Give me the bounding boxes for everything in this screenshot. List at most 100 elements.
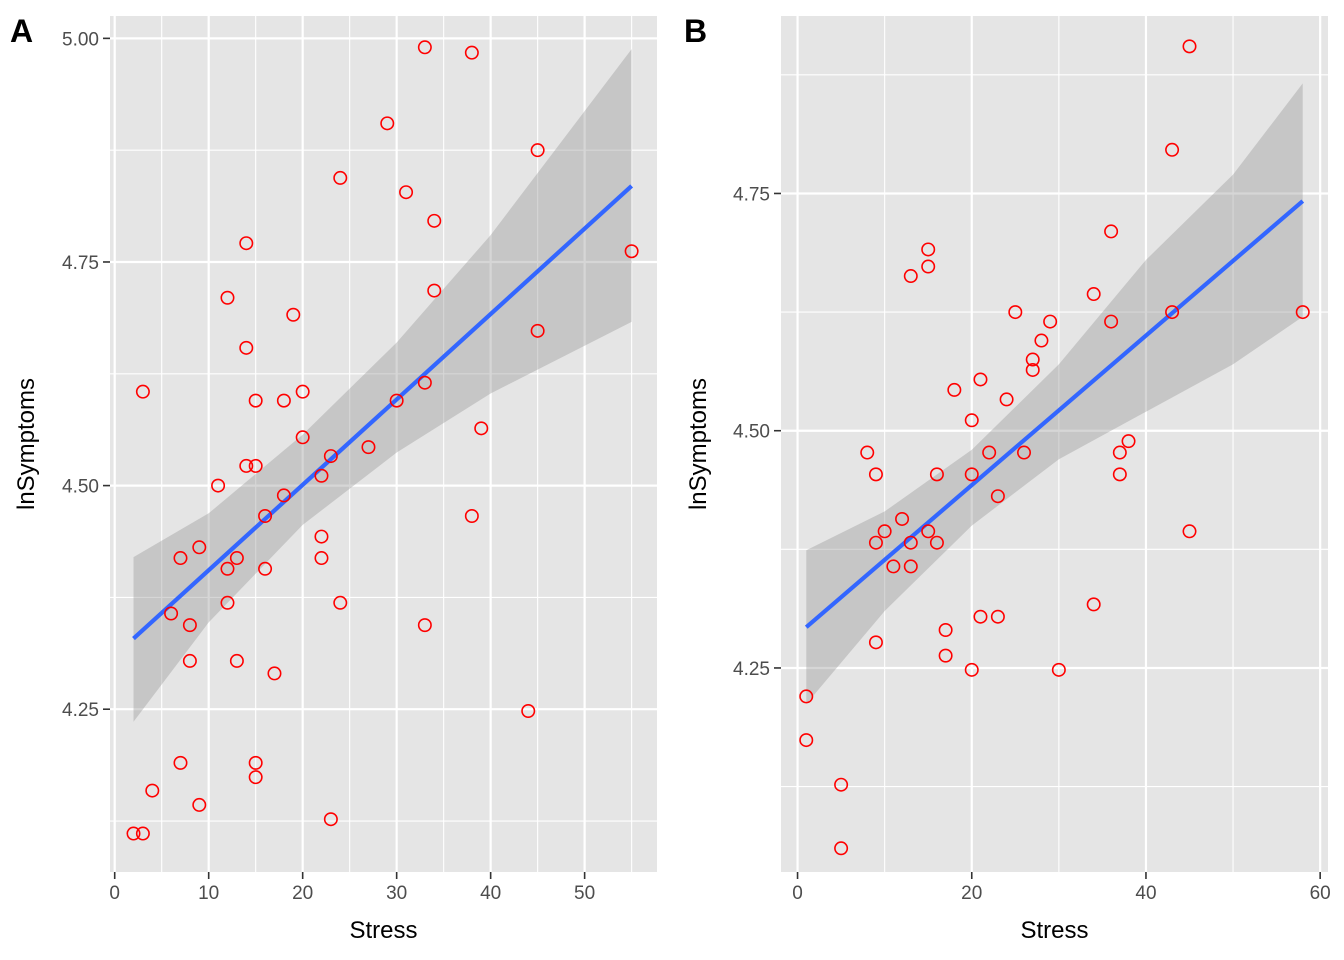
panel-tag: A bbox=[10, 13, 33, 49]
y-tick-label: 4.25 bbox=[733, 659, 770, 680]
data-point bbox=[929, 467, 944, 482]
data-point bbox=[1182, 524, 1197, 539]
data-point bbox=[417, 40, 432, 55]
data-point bbox=[314, 468, 329, 483]
x-tick-label: 30 bbox=[386, 883, 407, 904]
x-axis-title: Stress bbox=[349, 917, 417, 944]
data-point bbox=[973, 372, 988, 387]
data-point bbox=[1165, 305, 1180, 320]
data-point bbox=[248, 458, 263, 473]
data-point bbox=[799, 733, 814, 748]
data-point bbox=[1086, 597, 1101, 612]
data-point bbox=[834, 777, 849, 792]
data-point bbox=[1025, 352, 1040, 367]
data-point bbox=[361, 440, 376, 455]
data-point bbox=[929, 535, 944, 550]
data-point bbox=[380, 116, 395, 131]
data-point bbox=[417, 618, 432, 633]
data-point bbox=[1104, 224, 1119, 239]
data-point bbox=[173, 755, 188, 770]
regression-line bbox=[804, 199, 1305, 629]
data-point bbox=[145, 783, 160, 798]
data-point bbox=[220, 561, 235, 576]
data-point bbox=[990, 489, 1005, 504]
y-tick-label: 4.75 bbox=[733, 184, 770, 205]
data-point bbox=[417, 375, 432, 390]
data-point bbox=[239, 340, 254, 355]
y-axis-title: lnSymptoms bbox=[685, 378, 712, 510]
x-tick-label: 50 bbox=[574, 883, 595, 904]
x-tick-label: 40 bbox=[1135, 883, 1156, 904]
confidence-band bbox=[806, 83, 1303, 704]
data-point bbox=[126, 826, 141, 841]
data-point bbox=[276, 488, 291, 503]
data-point bbox=[886, 559, 901, 574]
data-point bbox=[211, 478, 226, 493]
data-point bbox=[389, 393, 404, 408]
gridlines bbox=[781, 16, 1328, 872]
confidence-band bbox=[133, 49, 632, 722]
data-point bbox=[895, 511, 910, 526]
data-point bbox=[990, 609, 1005, 624]
data-point bbox=[1086, 287, 1101, 302]
data-point bbox=[164, 606, 179, 621]
data-point bbox=[399, 185, 414, 200]
x-tick-label: 0 bbox=[792, 883, 803, 904]
data-point bbox=[173, 551, 188, 566]
data-point bbox=[314, 551, 329, 566]
data-point bbox=[464, 45, 479, 60]
panel-tag: B bbox=[684, 13, 707, 49]
x-tick-label: 40 bbox=[480, 883, 501, 904]
data-point bbox=[220, 595, 235, 610]
data-point bbox=[938, 623, 953, 638]
y-tick-label: 4.75 bbox=[62, 253, 99, 274]
data-points bbox=[799, 39, 1310, 856]
panel-background bbox=[110, 16, 657, 872]
data-point bbox=[192, 540, 207, 555]
x-axis-title: Stress bbox=[1020, 917, 1088, 944]
gridlines bbox=[110, 16, 657, 872]
y-tick-label: 4.50 bbox=[733, 422, 770, 443]
data-point bbox=[333, 595, 348, 610]
panel-background bbox=[781, 16, 1328, 872]
data-point bbox=[427, 283, 442, 298]
data-point bbox=[276, 393, 291, 408]
data-point bbox=[427, 213, 442, 228]
y-tick-label: 4.25 bbox=[62, 700, 99, 721]
data-point bbox=[323, 449, 338, 464]
data-point bbox=[1043, 314, 1058, 329]
y-axis-title: lnSymptoms bbox=[13, 378, 40, 510]
data-point bbox=[258, 561, 273, 576]
data-point bbox=[799, 689, 814, 704]
x-tick-label: 10 bbox=[198, 883, 219, 904]
data-point bbox=[973, 609, 988, 624]
panel-b: 0 20 40 60 4.25 4.50 4.75 Stress lnSymptoms B bbox=[684, 13, 1331, 944]
data-point bbox=[999, 392, 1014, 407]
panel-a: 0 10 20 30 40 50 4.25 4.50 4.75 5.00 Stress lnSympt… bbox=[10, 13, 657, 944]
data-point bbox=[1165, 142, 1180, 157]
data-point bbox=[521, 703, 536, 718]
data-point bbox=[135, 826, 150, 841]
data-point bbox=[1034, 333, 1049, 348]
data-point bbox=[182, 653, 197, 668]
data-point bbox=[258, 509, 273, 524]
data-point bbox=[248, 393, 263, 408]
data-point bbox=[903, 559, 918, 574]
data-point bbox=[1295, 305, 1310, 320]
data-point bbox=[135, 384, 150, 399]
data-point bbox=[921, 259, 936, 274]
data-point bbox=[903, 535, 918, 550]
data-point bbox=[286, 307, 301, 322]
data-point bbox=[964, 413, 979, 428]
data-point bbox=[248, 770, 263, 785]
data-point bbox=[860, 445, 875, 460]
x-tick-label: 20 bbox=[961, 883, 982, 904]
data-point bbox=[229, 653, 244, 668]
data-point bbox=[464, 509, 479, 524]
data-point bbox=[1104, 314, 1119, 329]
data-point bbox=[530, 143, 545, 158]
data-point bbox=[1017, 445, 1032, 460]
data-point bbox=[834, 841, 849, 856]
data-point bbox=[248, 755, 263, 770]
